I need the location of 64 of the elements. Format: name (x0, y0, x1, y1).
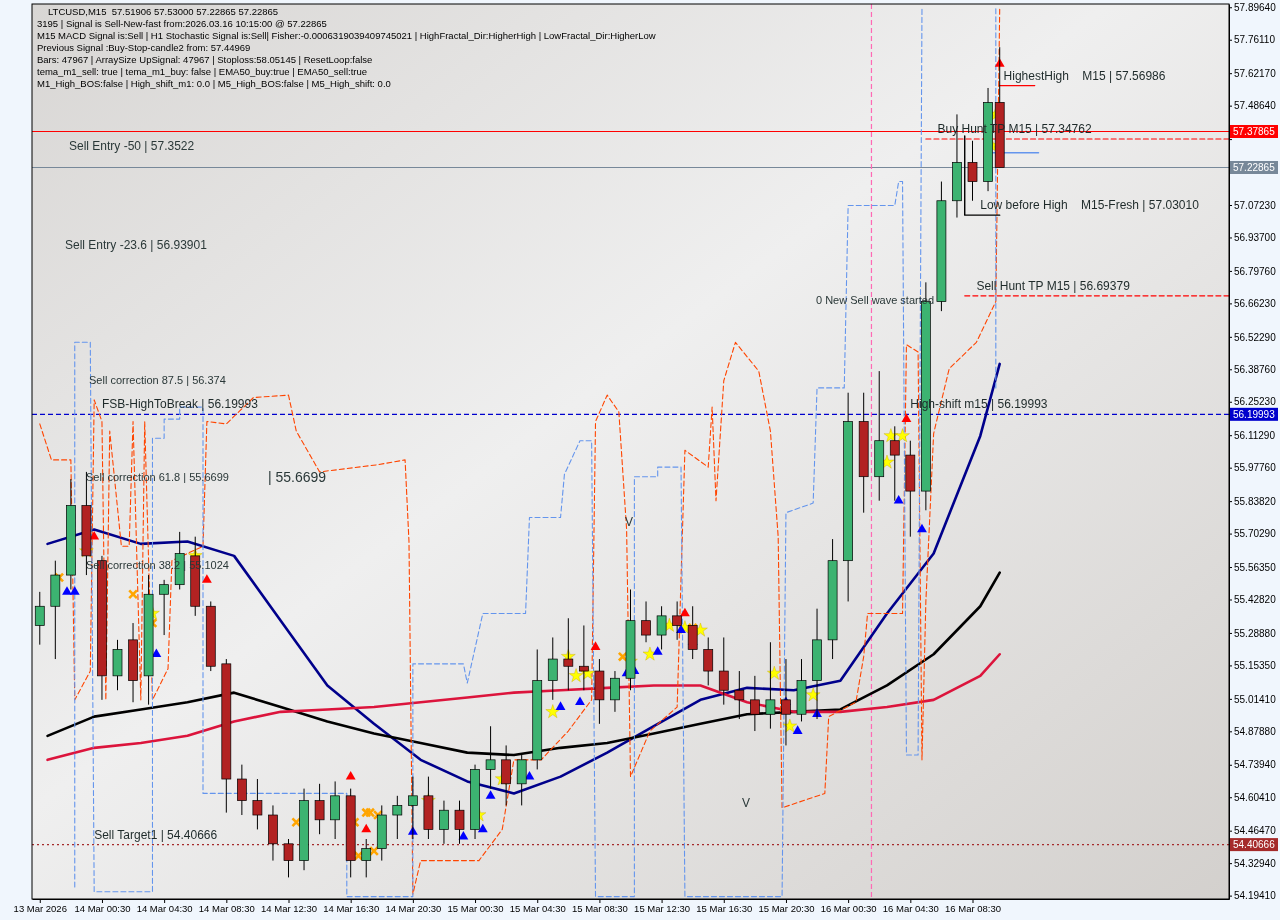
x-tick-label: 14 Mar 04:30 (136, 902, 193, 914)
x-tick-label: 13 Mar 2026 (13, 902, 67, 914)
annotation: V (742, 796, 751, 810)
y-tick-label: 56.66230 (1234, 298, 1277, 310)
annotation: Sell Entry -50 | 57.3522 (69, 139, 195, 153)
annotation: Sell Target1 | 54.40666 (94, 827, 218, 842)
y-tick-label: 55.28880 (1234, 627, 1277, 639)
y-tick-label: 55.42820 (1234, 594, 1277, 606)
y-tick-label: 54.73940 (1234, 759, 1277, 771)
chart-title: LTCUSD,M15 57.51906 57.53000 57.22865 57.22865 (48, 5, 279, 17)
annotation: Sell Entry -23.6 | 56.93901 (65, 238, 208, 252)
x-tick-label: 16 Mar 08:30 (945, 902, 1001, 914)
x-tick-label: 15 Mar 12:30 (634, 902, 691, 914)
annotation: HighestHigh M15 | 57.56986 (1003, 68, 1166, 83)
x-tick-label: 15 Mar 20:30 (758, 902, 815, 914)
x-tick-label: 16 Mar 00:30 (820, 902, 877, 914)
x-tick-label: 14 Mar 16:30 (323, 902, 380, 914)
x-tick-label: 15 Mar 16:30 (696, 902, 753, 914)
annotation: FSB-HighToBreak | 56.19993 (101, 397, 259, 412)
annotation: Low before High M15-Fresh | 57.03010 (980, 198, 1200, 213)
y-tick-label: 54.46470 (1234, 825, 1277, 837)
annotation: Sell Hunt TP M15 | 56.69379 (976, 278, 1131, 293)
y-tick-label: 55.56350 (1234, 561, 1277, 573)
x-tick-label: 14 Mar 12:30 (261, 902, 317, 914)
y-tick-label: 56.79760 (1234, 265, 1277, 277)
x-tick-label: 16 Mar 04:30 (882, 902, 939, 914)
annotation: M15 MACD Signal is:Sell | H1 Stochastic Signal is:Sell| Fisher:-0.0006319039409745021 | HighFractal_Dir:HigherHigh | LowFractal_Dir:HigherLow (37, 29, 656, 41)
annotation: tema_m1_sell: true | tema_m1_buy: false | EMA50_buy:true | EMA50_sell:true (37, 65, 368, 77)
y-tick-label: 54.32940 (1234, 857, 1277, 869)
annotation: V (625, 515, 634, 529)
x-tick-label: 15 Mar 00:30 (447, 902, 504, 914)
y-tick-label: 56.52290 (1234, 331, 1277, 343)
x-tick-label: 14 Mar 20:30 (385, 902, 442, 914)
ref-line-label: 57.22865 (1233, 161, 1276, 173)
ref-line-label: 56.19993 (1233, 408, 1276, 420)
y-tick-label: 55.83820 (1234, 495, 1277, 507)
y-tick-label: 57.07230 (1234, 199, 1277, 211)
y-tick-label: 55.01410 (1234, 693, 1277, 705)
y-tick-label: 57.62170 (1234, 67, 1277, 79)
annotation: | 55.6699 (268, 469, 327, 485)
y-tick-label: 57.89640 (1234, 1, 1277, 13)
ref-line-label: 57.37865 (1233, 126, 1276, 137)
x-tick-label: 14 Mar 00:30 (74, 902, 131, 914)
y-tick-label: 55.15350 (1234, 660, 1277, 672)
y-tick-label: 57.48640 (1234, 100, 1277, 112)
y-tick-label: 54.19410 (1234, 890, 1277, 902)
x-tick-label: 15 Mar 08:30 (571, 902, 628, 914)
annotation: 3195 | Signal is Sell-New-fast from:2026.03.16 10:15:00 @ 57.22865 (37, 17, 327, 29)
y-tick-label: 55.97760 (1234, 462, 1277, 474)
annotation: Previous Signal :Buy-Stop-candle2 from: 57.44969 (37, 41, 251, 53)
y-tick-label: 56.93700 (1234, 232, 1277, 244)
y-tick-label: 56.38760 (1234, 363, 1277, 375)
y-tick-label: 56.25230 (1234, 396, 1277, 408)
y-tick-label: 54.87880 (1234, 726, 1277, 738)
y-tick-label: 55.70290 (1234, 528, 1277, 540)
annotation: Bars: 47967 | ArraySize UpSignal: 47967 | Stoploss:58.05145 | ResetLoop:false (37, 53, 373, 65)
x-tick-label: 15 Mar 04:30 (509, 902, 566, 914)
y-tick-label: 54.60410 (1234, 791, 1277, 803)
y-tick-label: 57.76110 (1234, 34, 1276, 46)
x-tick-label: 14 Mar 08:30 (198, 902, 255, 914)
y-tick-label: 56.11290 (1234, 429, 1276, 441)
ref-line-label: 54.40666 (1233, 839, 1276, 851)
annotation: M1_High_BOS:false | High_shift_m1: 0.0 | M5_High_BOS:false | M5_High_shift: 0.0 (37, 77, 391, 89)
annotation: Sell correction 87.5 | 56.374 (89, 374, 226, 386)
